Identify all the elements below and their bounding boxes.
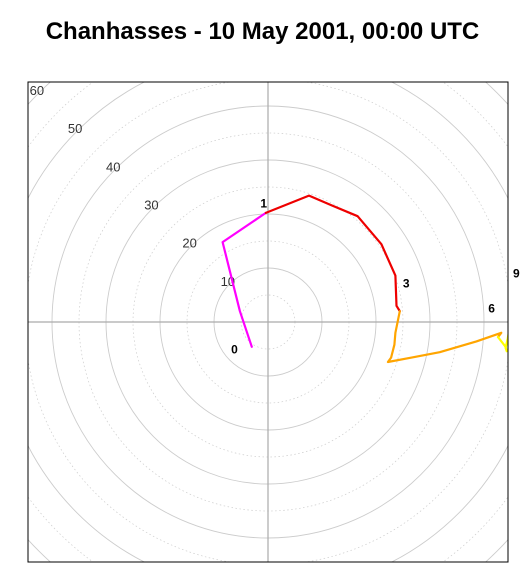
hodograph-segment xyxy=(496,330,508,353)
hour-label: 1 xyxy=(260,197,267,211)
ring-label: 60 xyxy=(30,83,44,98)
hour-label: 0 xyxy=(231,342,238,356)
ring-minor xyxy=(28,82,508,562)
hodograph-segment xyxy=(264,194,401,313)
ring-label: 40 xyxy=(106,159,120,174)
plot-frame xyxy=(27,81,509,563)
hour-label: 3 xyxy=(403,276,410,290)
hour-label: 6 xyxy=(488,301,495,315)
chart-title: Chanhasses - 10 May 2001, 00:00 UTC xyxy=(45,18,480,45)
hodograph-segment xyxy=(512,292,525,367)
hour-labels: 0 1 3 6 9 xyxy=(231,197,520,357)
ring-label: 20 xyxy=(182,236,196,251)
hodograph-segment xyxy=(221,211,267,348)
ring-label: 50 xyxy=(68,121,82,136)
ring-label: 30 xyxy=(144,197,158,212)
hodograph-segment xyxy=(386,310,503,364)
hodograph-series xyxy=(221,194,525,367)
hour-label: 9 xyxy=(513,267,520,281)
